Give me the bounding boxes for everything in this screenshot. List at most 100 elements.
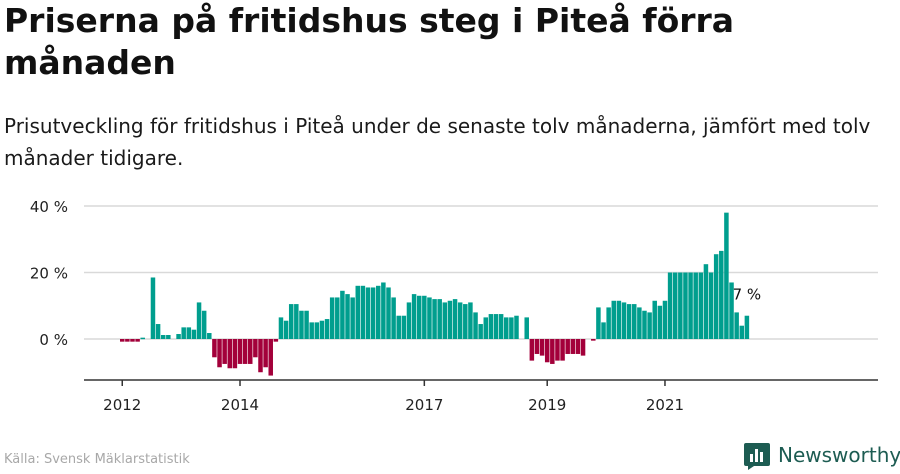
- y-axis-labels: 0 % 20 % 40 %: [30, 198, 68, 349]
- bar: [616, 300, 622, 339]
- bar: [478, 324, 483, 339]
- bar: [401, 315, 407, 339]
- bar: [739, 325, 745, 339]
- bar: [544, 339, 550, 363]
- bar: [222, 339, 227, 364]
- bar: [237, 339, 243, 364]
- bar: [350, 297, 355, 339]
- bar: [637, 307, 642, 339]
- chart-title: Priserna på fritidshus steg i Piteå förr…: [4, 1, 735, 82]
- bar: [575, 339, 581, 354]
- x-tick-label: 2014: [221, 396, 259, 414]
- bar: [514, 315, 519, 339]
- bar: [632, 304, 637, 339]
- bar: [278, 317, 284, 339]
- bar: [667, 272, 673, 339]
- bar: [504, 317, 509, 339]
- bar: [468, 302, 473, 339]
- bar: [212, 339, 217, 358]
- bar: [340, 290, 345, 339]
- bar: [662, 300, 668, 339]
- bar: [703, 264, 709, 339]
- brand-name: Newsworthy: [778, 443, 900, 467]
- bar: [672, 272, 678, 339]
- bar: [457, 302, 463, 339]
- bar: [391, 297, 396, 339]
- bar: [524, 317, 529, 339]
- bar: [678, 272, 683, 339]
- bar: [360, 285, 366, 339]
- bar: [396, 315, 401, 339]
- bar: [258, 339, 263, 373]
- bar: [386, 287, 391, 339]
- brand-logo: Newsworthy: [744, 439, 900, 471]
- bar: [319, 320, 325, 339]
- bar: [130, 339, 135, 342]
- bar: [570, 339, 576, 354]
- bar: [580, 339, 586, 356]
- bar: [473, 312, 478, 339]
- bar: [529, 339, 535, 361]
- bar: [498, 314, 504, 339]
- bar: [294, 304, 299, 339]
- bar: [432, 299, 437, 339]
- bar: [376, 285, 381, 339]
- bar: [724, 212, 729, 339]
- bar: [601, 322, 606, 339]
- x-axis: 2012 2014 2017 2019 2021: [84, 379, 878, 414]
- bar: [606, 307, 611, 339]
- bar: [708, 272, 714, 339]
- bar: [186, 327, 192, 339]
- bar: [719, 250, 724, 339]
- bar: [381, 282, 386, 339]
- y-tick-label: 40 %: [30, 198, 68, 216]
- chart-subtitle: Prisutveckling för fritidshus i Piteå un…: [4, 114, 871, 170]
- bar: [120, 339, 125, 342]
- x-tick-label: 2012: [103, 396, 141, 414]
- bar: [729, 282, 734, 339]
- bar: [314, 322, 320, 339]
- y-tick-label: 20 %: [30, 265, 68, 283]
- bar: [688, 272, 693, 339]
- bar: [411, 294, 417, 339]
- bar: [181, 327, 186, 339]
- bar: [370, 287, 376, 339]
- bar: [253, 339, 258, 358]
- bar: [493, 314, 499, 339]
- bar: [427, 297, 432, 339]
- bar: [591, 339, 596, 341]
- bar: [596, 307, 601, 339]
- bar: [299, 310, 304, 339]
- bar: [160, 335, 166, 339]
- y-tick-label: 0 %: [39, 331, 68, 349]
- bar: [365, 287, 371, 339]
- bar: [304, 310, 309, 339]
- bar: [324, 319, 330, 339]
- newsworthy-bar-chart-icon: [744, 443, 770, 470]
- x-tick-label: 2021: [646, 396, 684, 414]
- bar: [442, 302, 448, 339]
- bar: [483, 317, 489, 339]
- bar: [125, 339, 130, 342]
- bar: [565, 339, 570, 354]
- bar: [713, 254, 719, 339]
- bar: [191, 329, 197, 339]
- bar: [268, 339, 273, 376]
- bar: [621, 302, 627, 339]
- bar: [534, 339, 540, 354]
- bar: [135, 339, 140, 342]
- bar: [345, 294, 350, 339]
- bar: [150, 277, 156, 339]
- bar: [140, 337, 145, 340]
- bar: [263, 339, 268, 368]
- bar: [288, 304, 294, 339]
- source-note: Källa: Svensk Mäklarstatistik: [4, 452, 190, 467]
- bars: [120, 212, 750, 376]
- bar: [309, 322, 314, 339]
- bar: [652, 300, 657, 339]
- x-tick-label: 2017: [405, 396, 443, 414]
- bar: [452, 299, 458, 339]
- bar: [744, 315, 750, 339]
- bar: [242, 339, 248, 364]
- bar: [176, 334, 181, 339]
